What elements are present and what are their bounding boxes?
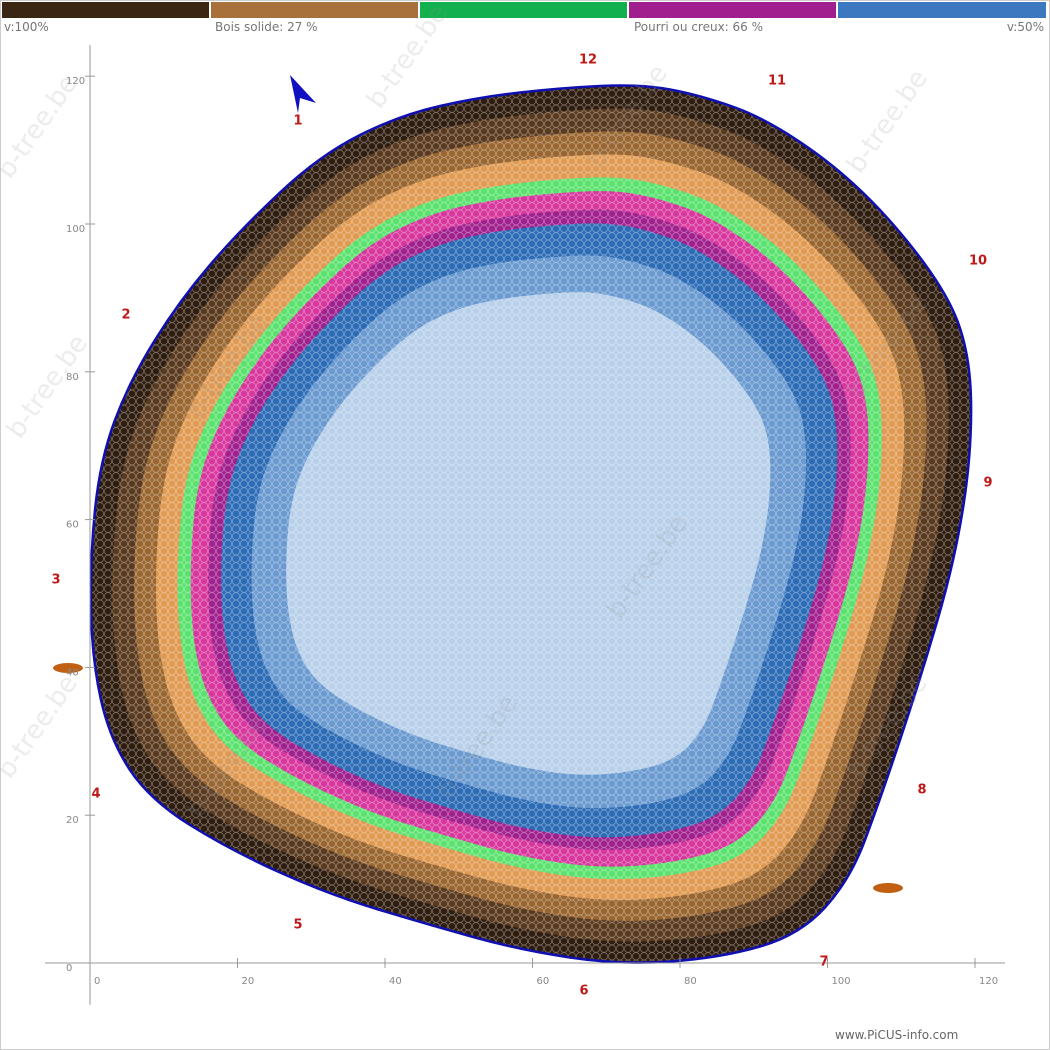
- sensor-label: 9: [983, 476, 992, 491]
- sensor-label: 1: [293, 114, 302, 129]
- x-tick-label: 100: [832, 976, 851, 987]
- legend-label: Bois solide: 27 %: [215, 20, 318, 34]
- watermark: b-tree.be: [1, 329, 94, 444]
- legend-label: v:100%: [4, 20, 49, 34]
- y-tick-label: 0: [66, 963, 72, 974]
- north-arrow: [290, 75, 316, 113]
- fungus-icon: [873, 883, 903, 893]
- sensor-label: 10: [969, 254, 987, 269]
- legend-label: v:50%: [1006, 20, 1044, 34]
- sensor-label: 8: [917, 783, 926, 798]
- color-bar-segment: [629, 2, 836, 18]
- y-tick-label: 120: [66, 76, 85, 87]
- y-tick-label: 60: [66, 520, 79, 531]
- legend-label: Pourri ou creux: 66 %: [634, 20, 764, 34]
- y-tick-label: 80: [66, 372, 79, 383]
- watermark: b-tree.be: [0, 69, 84, 184]
- sensor-label: 6: [579, 984, 588, 999]
- color-bar-segment: [211, 2, 418, 18]
- color-bar-segment: [2, 2, 209, 18]
- y-tick-label: 100: [66, 224, 85, 235]
- x-tick-label: 40: [389, 976, 402, 987]
- tree-outline: [89, 84, 973, 964]
- color-bar-segment: [420, 2, 627, 18]
- watermark: b-tree.be: [0, 669, 84, 784]
- x-tick-label: 0: [94, 976, 100, 987]
- x-tick-label: 120: [979, 976, 998, 987]
- sensor-label: 2: [121, 308, 130, 323]
- x-tick-label: 20: [242, 976, 255, 987]
- footer: www.PiCUS-info.com: [835, 1028, 959, 1042]
- watermark: b-tree.be: [361, 0, 454, 114]
- sensor-label: 5: [293, 918, 302, 933]
- y-tick-label: 20: [66, 815, 79, 826]
- x-tick-label: 80: [684, 976, 697, 987]
- sensor-label: 3: [51, 573, 60, 588]
- y-tick-label: 40: [66, 667, 79, 678]
- x-tick-label: 60: [537, 976, 550, 987]
- watermark: b-tree.be: [841, 64, 934, 179]
- fungus-icon: [53, 663, 83, 673]
- color-bar-segment: [838, 2, 1046, 18]
- sensor-label: 12: [579, 53, 597, 68]
- sensor-label: 11: [768, 74, 786, 89]
- sensor-label: 4: [91, 787, 100, 802]
- sensor-label: 7: [819, 955, 828, 970]
